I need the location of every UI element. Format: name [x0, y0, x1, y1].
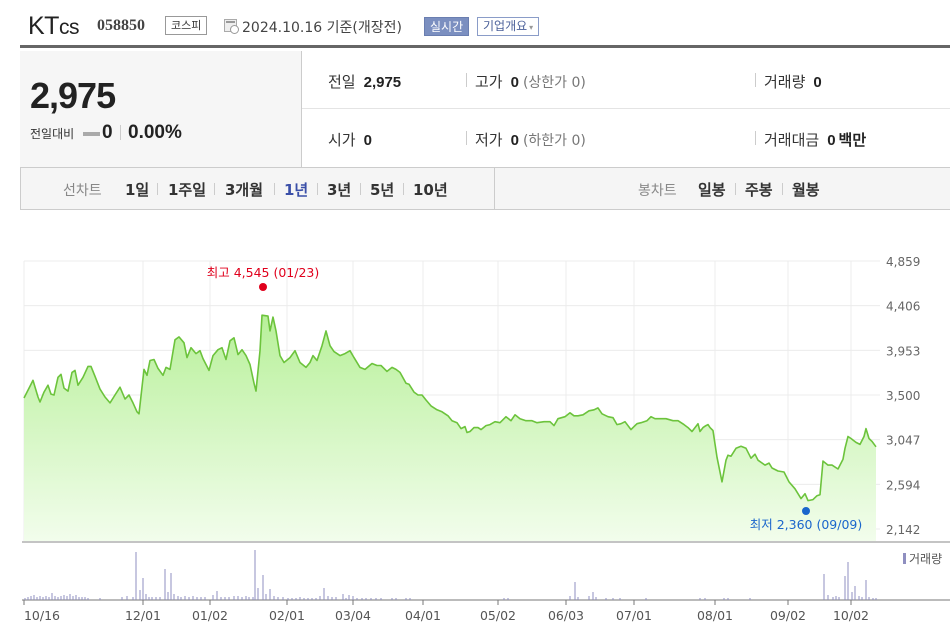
divider: [120, 125, 121, 140]
info-row: 전일 2,975 고가 0 (상한가 0) 거래량 0: [302, 51, 950, 109]
svg-text:3,953: 3,953: [886, 344, 920, 358]
change-percent: 0.00%: [128, 122, 182, 143]
high-price: 고가 0 (상한가 0): [475, 73, 586, 91]
divider: [466, 131, 467, 145]
volume-bars: 거래량: [22, 550, 950, 601]
tab-1week[interactable]: 1주일: [168, 181, 207, 199]
tab-5year[interactable]: 5년: [370, 181, 395, 199]
flat-change-icon: [83, 132, 100, 136]
svg-text:10/16: 10/16: [24, 608, 60, 623]
svg-text:3,047: 3,047: [886, 434, 920, 448]
volume: 거래량 0: [764, 73, 822, 91]
svg-text:08/01: 08/01: [697, 608, 733, 623]
base-date: 2024.10.16 기준(개장전): [242, 20, 402, 36]
divider: [735, 183, 736, 195]
change-label: 전일대비: [30, 127, 75, 141]
svg-text:2,594: 2,594: [886, 478, 920, 492]
calendar-clock-icon: [224, 19, 239, 34]
svg-text:최저 2,360 (09/09): 최저 2,360 (09/09): [750, 517, 863, 532]
price-line: [23, 314, 877, 502]
svg-text:3,500: 3,500: [886, 389, 920, 403]
low-price: 저가 0 (하한가 0): [475, 131, 586, 149]
svg-text:03/04: 03/04: [335, 608, 371, 623]
market-badge: 코스피: [165, 16, 208, 35]
divider: [755, 131, 756, 145]
svg-text:10/02: 10/02: [833, 608, 869, 623]
x-axis-labels: 10/16 12/01 01/02 02/01 03/04 04/01 05/02 06/03…: [23, 600, 869, 623]
quote-info-panel: 전일 2,975 고가 0 (상한가 0) 거래량 0 시가 0 저가 0 (하한가 0) 거…: [302, 51, 950, 167]
change-value: 0: [102, 122, 113, 143]
tab-10year[interactable]: 10년: [413, 181, 448, 199]
svg-text:거래량: 거래량: [909, 552, 942, 566]
trade-amount: 거래대금 0 백만: [764, 131, 867, 149]
line-chart-label: 선차트: [63, 183, 102, 199]
svg-text:01/02: 01/02: [192, 608, 228, 623]
svg-text:05/02: 05/02: [480, 608, 516, 623]
stock-name: KTcs: [28, 12, 79, 40]
svg-text:2,142: 2,142: [886, 523, 920, 537]
company-overview-dropdown[interactable]: 기업개요 ▾: [477, 17, 540, 36]
divider: [782, 183, 783, 195]
tab-3month[interactable]: 3개월: [225, 181, 264, 199]
divider: [274, 183, 275, 195]
divider: [157, 183, 158, 195]
svg-text:12/01: 12/01: [125, 608, 161, 623]
realtime-button[interactable]: 실시간: [424, 17, 470, 36]
tab-monthly[interactable]: 월봉: [792, 181, 820, 199]
current-price: 2,975: [30, 75, 116, 116]
chart-grid: [22, 260, 950, 543]
chart-annotations: 최고 4,545 (01/23) 최저 2,360 (09/09): [207, 265, 863, 532]
y-axis-labels: 4,859 4,406 3,953 3,500 3,047 2,594 2,142: [886, 255, 920, 537]
tab-3year[interactable]: 3년: [327, 181, 352, 199]
svg-text:04/01: 04/01: [405, 608, 441, 623]
stock-code: 058850: [97, 17, 145, 34]
prev-close: 전일 2,975: [328, 73, 402, 91]
info-row: 시가 0 저가 0 (하한가 0) 거래대금 0 백만: [302, 109, 950, 167]
open-price: 시가 0: [328, 131, 372, 149]
divider: [755, 73, 756, 87]
divider: [214, 183, 215, 195]
price-area: [24, 315, 876, 541]
svg-text:06/03: 06/03: [548, 608, 584, 623]
candle-chart-label: 봉차트: [638, 183, 677, 199]
svg-text:07/01: 07/01: [616, 608, 652, 623]
svg-text:09/02: 09/02: [770, 608, 806, 623]
divider: [466, 73, 467, 87]
svg-text:4,859: 4,859: [886, 255, 920, 269]
divider: [317, 183, 318, 195]
svg-text:02/01: 02/01: [269, 608, 305, 623]
divider: [403, 183, 404, 195]
chevron-down-icon: ▾: [529, 23, 534, 32]
tab-1day[interactable]: 1일: [125, 181, 150, 199]
tab-daily[interactable]: 일봉: [698, 181, 726, 199]
divider: [494, 168, 495, 209]
stock-header: KTcs 058850 코스피 2024.10.16 기준(개장전) 실시간 기…: [20, 0, 950, 48]
svg-text:최고 4,545 (01/23): 최고 4,545 (01/23): [207, 265, 320, 280]
tab-1year[interactable]: 1년: [284, 181, 309, 199]
svg-text:4,406: 4,406: [886, 300, 920, 314]
tab-weekly[interactable]: 주봉: [745, 181, 773, 199]
chart-period-tabs: 선차트 1일 1주일 3개월 1년 3년 5년 10년 봉차트 일봉 주봉 월봉: [20, 167, 950, 210]
current-price-panel: 2,975 전일대비 0 0.00%: [20, 51, 302, 167]
divider: [360, 183, 361, 195]
